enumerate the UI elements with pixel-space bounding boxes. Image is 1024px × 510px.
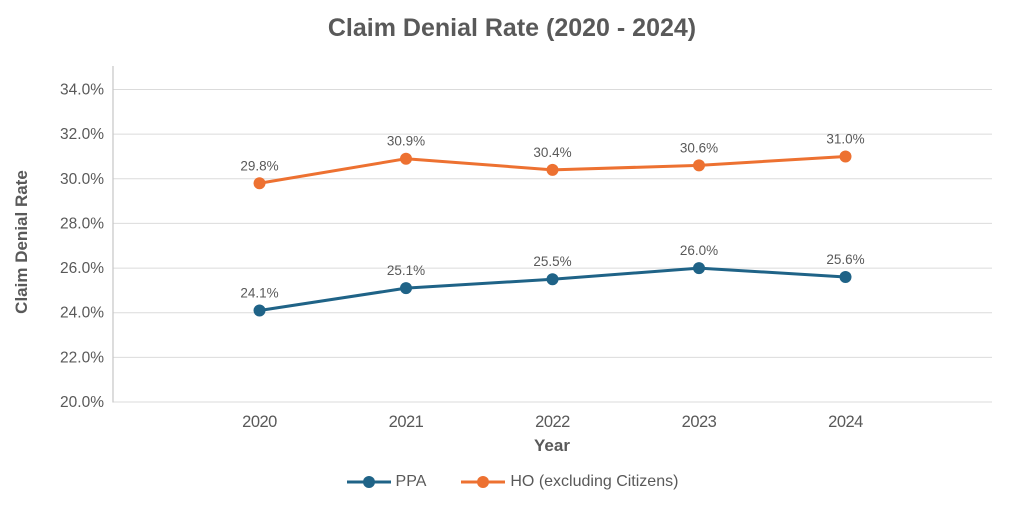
- data-label: 30.9%: [387, 134, 425, 149]
- y-tick-label: 30.0%: [60, 171, 104, 188]
- data-label: 30.4%: [533, 145, 571, 160]
- x-tick-label: 2020: [242, 413, 277, 431]
- legend-item-ho: HO (excluding Citizens): [460, 473, 678, 491]
- data-label: 25.5%: [533, 254, 571, 269]
- data-label: 25.6%: [826, 252, 864, 267]
- data-label: 30.6%: [680, 140, 718, 155]
- y-tick-label: 32.0%: [60, 126, 104, 143]
- data-label: 25.1%: [387, 263, 425, 278]
- data-label: 29.8%: [240, 158, 278, 173]
- y-tick-label: 22.0%: [60, 349, 104, 366]
- chart-title: Claim Denial Rate (2020 - 2024): [327, 14, 697, 42]
- data-label: 26.0%: [680, 243, 718, 258]
- y-tick-label: 26.0%: [60, 260, 104, 277]
- data-point-marker: [253, 304, 266, 317]
- legend-label-ppa: PPA: [395, 473, 427, 490]
- data-point-marker: [693, 159, 705, 172]
- x-tick-label: 2022: [535, 413, 570, 431]
- legend: PPA HO (excluding Citizens): [0, 473, 1024, 491]
- ppa-line-marker-swatch: [346, 476, 391, 488]
- data-point-marker: [546, 163, 559, 176]
- x-tick-label: 2024: [828, 413, 863, 431]
- data-point-marker: [839, 271, 852, 283]
- y-tick-label: 28.0%: [60, 215, 104, 232]
- x-tick-label: 2023: [682, 413, 717, 431]
- data-label: 31.0%: [826, 131, 864, 146]
- legend-item-ppa: PPA: [346, 473, 427, 491]
- y-tick-label: 34.0%: [60, 82, 104, 99]
- data-point-marker: [546, 273, 559, 286]
- x-axis-title: Year: [534, 436, 570, 455]
- data-point-marker: [400, 152, 412, 165]
- ho-line-marker-swatch: [461, 476, 506, 488]
- y-tick-label: 20.0%: [60, 394, 104, 411]
- x-tick-label: 2021: [389, 413, 424, 431]
- data-point-marker: [693, 262, 705, 275]
- y-axis-title: Claim Denial Rate: [12, 170, 31, 314]
- legend-label-ho: HO (excluding Citizens): [510, 473, 679, 490]
- data-point-marker: [253, 177, 266, 190]
- data-point-marker: [400, 282, 412, 295]
- data-point-marker: [839, 150, 852, 163]
- y-tick-label: 24.0%: [60, 305, 104, 322]
- data-label: 24.1%: [240, 285, 278, 300]
